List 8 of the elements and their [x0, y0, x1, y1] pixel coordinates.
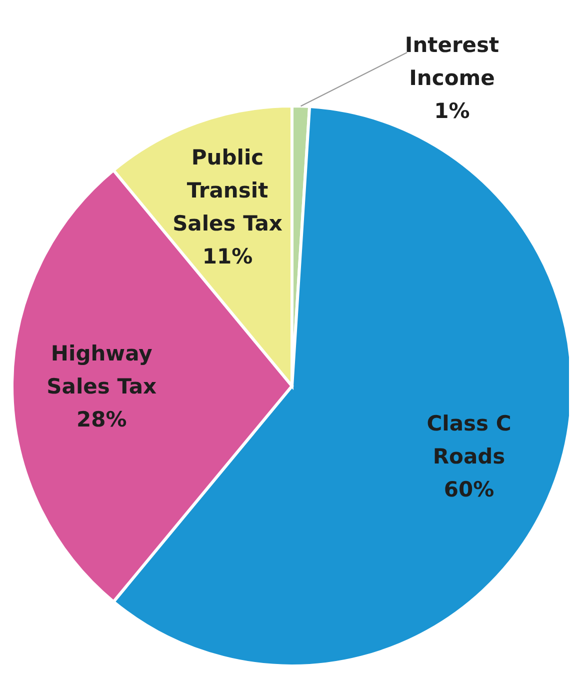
slice-label: Highway Sales Tax [46, 341, 157, 398]
data-label: 60% [444, 477, 494, 502]
data-label: 28% [76, 407, 127, 432]
data-label: 1% [434, 98, 470, 123]
slice-label: Public Transit Sales Tax [172, 146, 283, 236]
data-label: 11% [202, 244, 253, 269]
slice-label: Interest Income [404, 32, 500, 90]
slice-label: Class C Roads [426, 411, 512, 468]
